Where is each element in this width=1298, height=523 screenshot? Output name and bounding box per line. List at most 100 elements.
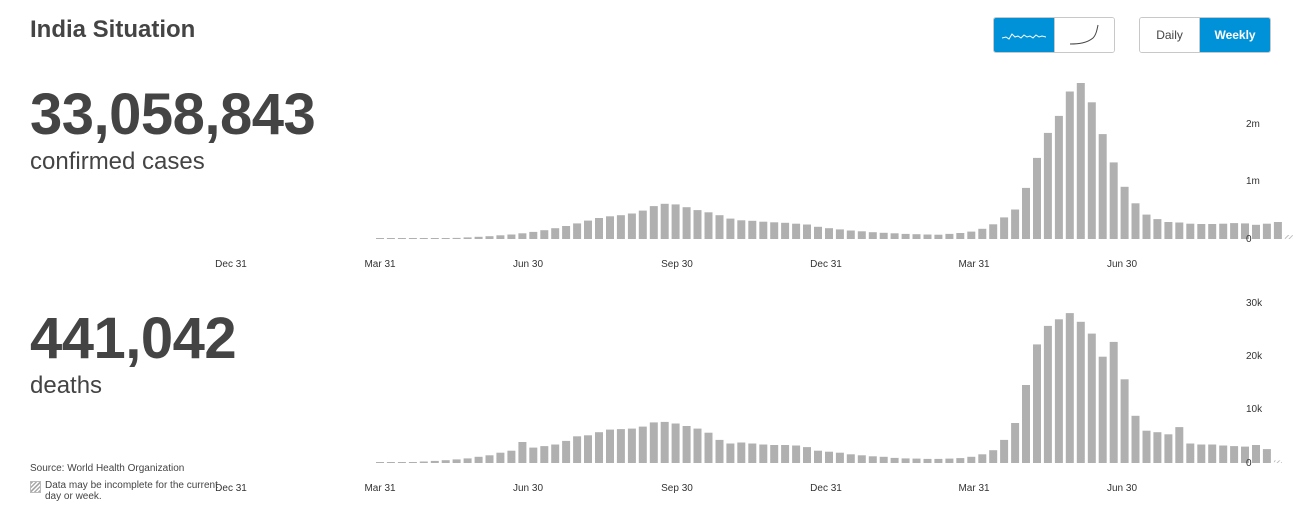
cases-bar[interactable] (430, 238, 439, 239)
cases-bar[interactable] (835, 229, 844, 239)
cases-bar[interactable] (814, 226, 822, 239)
cases-bar[interactable] (441, 238, 450, 239)
cases-bar[interactable] (1120, 186, 1129, 239)
deaths-bar[interactable] (682, 426, 691, 463)
deaths-bar[interactable] (430, 460, 439, 463)
deaths-bar[interactable] (1252, 445, 1260, 463)
cases-bar[interactable] (1175, 222, 1184, 240)
cases-bar[interactable] (671, 204, 680, 239)
deaths-bar[interactable] (825, 451, 833, 463)
deaths-bar[interactable] (627, 428, 636, 463)
cases-bar[interactable] (1273, 222, 1282, 239)
cases-bar[interactable] (1011, 209, 1020, 240)
cases-bar[interactable] (989, 224, 998, 239)
deaths-bar[interactable] (507, 450, 516, 463)
cases-bar[interactable] (868, 232, 877, 239)
deaths-bar[interactable] (1241, 446, 1249, 463)
cases-bar[interactable] (704, 212, 713, 239)
deaths-bar[interactable] (879, 456, 888, 463)
cases-bar[interactable] (978, 228, 987, 239)
deaths-bar[interactable] (595, 432, 603, 463)
cases-bar[interactable] (923, 234, 932, 240)
deaths-bar[interactable] (649, 422, 658, 463)
deaths-bar[interactable] (1065, 313, 1074, 463)
deaths-bar[interactable] (1219, 445, 1228, 464)
cases-bar[interactable] (956, 233, 965, 239)
deaths-bar[interactable] (704, 432, 713, 463)
deaths-bar[interactable] (803, 447, 811, 463)
deaths-bar[interactable] (386, 462, 395, 463)
cases-bar[interactable] (408, 238, 417, 239)
cases-bar[interactable] (1186, 223, 1195, 239)
deaths-bar[interactable] (1164, 434, 1173, 463)
cases-bar[interactable] (1131, 203, 1140, 239)
cases-bar[interactable] (660, 203, 669, 239)
deaths-bar[interactable] (726, 443, 735, 464)
deaths-bar[interactable] (868, 456, 877, 463)
cases-bar[interactable] (890, 233, 899, 239)
deaths-bar[interactable] (441, 460, 450, 463)
deaths-bar[interactable] (1230, 446, 1239, 463)
deaths-bar[interactable] (1197, 444, 1206, 464)
deaths-bar[interactable] (1022, 385, 1030, 463)
deaths-bar[interactable] (1076, 321, 1085, 463)
deaths-bar[interactable] (1000, 439, 1009, 463)
deaths-bar[interactable] (540, 446, 549, 463)
deaths-bar[interactable] (693, 428, 702, 463)
deaths-bar[interactable] (1087, 333, 1096, 463)
deaths-bar[interactable] (452, 459, 461, 463)
deaths-bar[interactable] (485, 455, 494, 463)
cases-bar[interactable] (386, 238, 395, 239)
deaths-bar[interactable] (945, 458, 954, 463)
deaths-bar[interactable] (1054, 319, 1063, 463)
deaths-bar[interactable] (1208, 444, 1217, 464)
cases-bar[interactable] (748, 220, 757, 239)
cases-bar[interactable] (857, 231, 866, 239)
cases-bar[interactable] (1065, 91, 1074, 240)
cases-bar[interactable] (496, 235, 505, 239)
deaths-bar[interactable] (1033, 344, 1041, 463)
deaths-bar[interactable] (616, 429, 625, 463)
cases-bar[interactable] (945, 233, 954, 239)
weekly-button[interactable]: Weekly (1199, 18, 1270, 52)
cases-bar-incomplete[interactable] (1284, 235, 1293, 239)
cases-bar[interactable] (1230, 223, 1239, 239)
deaths-bar[interactable] (496, 452, 505, 463)
cases-bar[interactable] (606, 216, 614, 239)
cases-bar[interactable] (649, 206, 658, 239)
cases-bar[interactable] (879, 232, 888, 239)
deaths-bar[interactable] (562, 440, 571, 463)
daily-button[interactable]: Daily (1140, 18, 1200, 52)
deaths-bar[interactable] (912, 458, 921, 463)
deaths-bar[interactable] (748, 443, 757, 464)
deaths-bar[interactable] (890, 457, 899, 463)
deaths-bar[interactable] (1120, 379, 1129, 463)
cases-bar[interactable] (846, 230, 855, 240)
cases-bar[interactable] (463, 237, 472, 239)
deaths-bar[interactable] (1186, 443, 1195, 464)
deaths-bar[interactable] (671, 423, 680, 464)
cases-bar[interactable] (397, 238, 406, 239)
cases-bar[interactable] (638, 210, 647, 239)
deaths-bar[interactable] (814, 450, 822, 463)
deaths-bar[interactable] (397, 462, 406, 463)
deaths-bar[interactable] (715, 439, 724, 463)
cases-bar[interactable] (1142, 214, 1151, 239)
deaths-bar[interactable] (967, 456, 976, 463)
cases-bar[interactable] (507, 234, 516, 240)
cases-bar[interactable] (584, 220, 592, 239)
deaths-bar[interactable] (529, 447, 538, 463)
cases-bar[interactable] (770, 222, 779, 239)
cases-bar[interactable] (452, 237, 461, 239)
cases-bar[interactable] (1252, 224, 1260, 239)
deaths-bar[interactable] (857, 455, 866, 463)
cases-bar[interactable] (715, 215, 724, 239)
cases-bar[interactable] (901, 233, 910, 239)
cases-bar[interactable] (1054, 115, 1063, 239)
deaths-bar[interactable] (1098, 356, 1107, 463)
deaths-bar[interactable] (956, 458, 965, 463)
cases-bar[interactable] (1241, 223, 1249, 239)
cases-bar[interactable] (1033, 157, 1041, 239)
deaths-bar[interactable] (660, 421, 669, 463)
cases-bar[interactable] (1219, 223, 1228, 239)
